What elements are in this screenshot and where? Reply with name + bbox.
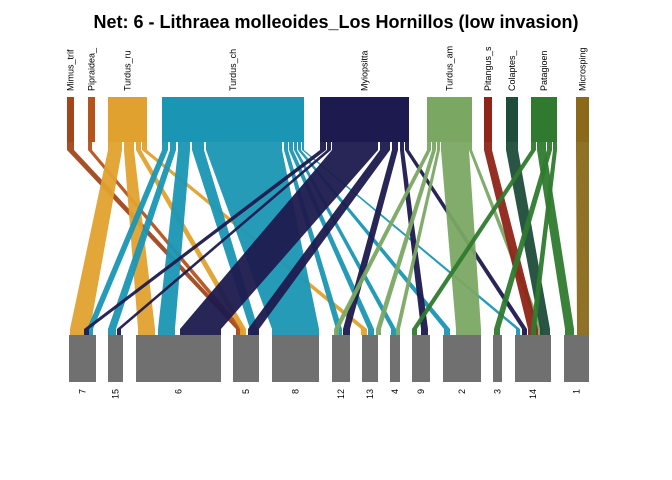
link-turdus-ch-to-7: [87, 142, 168, 335]
higher-node-colaptes-: [506, 97, 518, 142]
link-myiopsitta-to-15: [117, 142, 331, 335]
higher-node-label: Mimus_trif: [66, 49, 76, 91]
link-turdus-am-to-4: [396, 142, 440, 335]
lower-node-3: [493, 335, 502, 382]
chart-title: Net: 6 - Lithraea molleoides_Los Hornill…: [93, 12, 579, 32]
lower-node-label: 8: [291, 389, 301, 394]
lower-node-label: 9: [416, 389, 426, 394]
lower-node-label: 14: [528, 389, 538, 399]
lower-node-5: [233, 335, 259, 382]
link-pitangus-s-to-14: [484, 142, 538, 335]
lower-node-12: [332, 335, 350, 382]
link-myiopsitta-to-5: [248, 142, 390, 335]
higher-level-group: Mimus_trif Pipraidea_ Turdus_ru Turdus_ch My…: [66, 46, 589, 142]
higher-node-turdus-ch: [162, 97, 304, 142]
higher-node-label: Turdus_ru: [123, 50, 133, 91]
lower-node-7: [69, 335, 96, 382]
lower-node-2: [443, 335, 481, 382]
higher-node-label: Myiopsitta: [360, 50, 370, 91]
link-patagioen-to-14: [531, 142, 557, 335]
link-turdus-ch-to-6: [158, 142, 190, 335]
lower-node-label: 1: [572, 389, 582, 394]
link-turdus-ch-to-15: [108, 142, 176, 335]
higher-node-microsping: [576, 97, 589, 142]
links-group: [67, 142, 589, 335]
link-patagioen-to-1: [537, 142, 574, 335]
higher-node-pitangus-s: [484, 97, 492, 142]
link-turdus-am-to-12: [334, 142, 431, 335]
lower-node-6: [136, 335, 221, 382]
lower-node-14: [515, 335, 551, 382]
link-turdus-am-to-13: [376, 142, 436, 335]
link-patagioen-to-3: [494, 142, 552, 335]
link-pipraidea--to-5: [88, 142, 243, 335]
lower-node-label: 13: [365, 389, 375, 399]
link-turdus-am-to-2: [441, 142, 481, 335]
lower-node-9: [412, 335, 430, 382]
higher-node-pipraidea-: [88, 97, 95, 142]
higher-node-label: Patagioen: [539, 50, 549, 91]
lower-node-label: 2: [457, 389, 467, 394]
link-turdus-ch-to-4: [294, 142, 396, 335]
link-turdus-ru-to-7: [70, 142, 122, 335]
higher-node-turdus-am: [427, 97, 472, 142]
link-myiopsitta-to-6: [180, 142, 378, 335]
link-myiopsitta-to-7: [84, 142, 326, 335]
higher-node-label: Pipraidea_: [87, 47, 97, 91]
lower-node-15: [108, 335, 123, 382]
lower-node-label: 5: [241, 389, 251, 394]
higher-node-turdus-ru: [108, 97, 147, 142]
higher-node-label: Colaptes_: [507, 49, 517, 91]
lower-node-8: [272, 335, 319, 382]
lower-node-label: 6: [174, 389, 184, 394]
higher-node-label: Pitangus_s: [483, 46, 493, 91]
higher-node-label: Turdus_ch: [228, 49, 238, 91]
higher-node-mimus-trif: [67, 97, 74, 142]
higher-node-label: Turdus_am: [445, 46, 455, 91]
higher-node-label: Microsping: [578, 47, 588, 91]
lower-node-label: 4: [390, 389, 400, 394]
lower-node-13: [362, 335, 378, 382]
lower-node-label: 15: [111, 389, 121, 399]
lower-node-label: 12: [336, 389, 346, 399]
lower-node-label: 3: [493, 389, 503, 394]
lower-node-1: [564, 335, 589, 382]
higher-node-patagioen: [531, 97, 557, 142]
lower-node-4: [390, 335, 400, 382]
lower-node-label: 7: [78, 389, 88, 394]
link-patagioen-to-9: [412, 142, 536, 335]
link-microsping-to-1: [576, 142, 589, 335]
higher-node-myiopsitta: [320, 97, 409, 142]
lower-level-group: 7 15 6 5 8 12 13 4 9 2 3 14 1: [69, 335, 589, 399]
